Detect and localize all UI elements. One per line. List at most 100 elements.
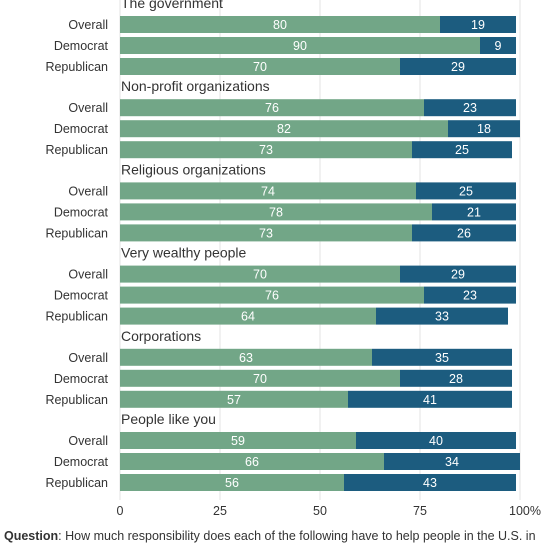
data-label: 29 — [451, 268, 465, 282]
footnote-text: : How much responsibility does each of t… — [58, 529, 536, 543]
data-label: 18 — [477, 122, 491, 136]
bar-segment-1 — [120, 182, 416, 200]
data-label: 25 — [459, 184, 473, 198]
bar-segment-1 — [120, 120, 448, 138]
bar-segment-1 — [120, 203, 432, 221]
bar-segment-1 — [120, 58, 400, 75]
row-label: Republican — [45, 310, 108, 324]
data-label: 82 — [277, 122, 291, 136]
data-label: 73 — [259, 143, 273, 157]
bar-segment-2 — [372, 348, 512, 366]
x-tick-label: 0 — [117, 504, 124, 518]
data-label: 80 — [273, 18, 287, 32]
row-label: Democrat — [54, 455, 109, 469]
bar-segment-2 — [376, 307, 508, 325]
bar-segment-1 — [120, 307, 376, 325]
row-label: Overall — [68, 351, 108, 365]
row-label: Republican — [45, 60, 108, 74]
data-label: 78 — [269, 205, 283, 219]
bar-segment-1 — [120, 453, 384, 470]
data-label: 90 — [293, 39, 307, 53]
data-label: 74 — [261, 184, 275, 198]
bar-segment-1 — [120, 224, 412, 242]
x-tick-label: 100% — [509, 504, 541, 518]
bar-segment-1 — [120, 16, 440, 33]
footnote-label: Question — [4, 529, 59, 543]
data-label: 28 — [449, 372, 463, 386]
bar-segment-1 — [120, 286, 424, 304]
x-tick-label: 25 — [213, 504, 227, 518]
row-label: Republican — [45, 393, 108, 407]
bar-segment-2 — [412, 224, 516, 242]
row-label: Republican — [45, 226, 108, 240]
row-label: Overall — [68, 434, 108, 448]
group-title: Corporations — [121, 328, 201, 344]
data-label: 9 — [495, 39, 502, 53]
row-label: Overall — [68, 18, 108, 32]
row-label: Overall — [68, 268, 108, 282]
bar-segment-1 — [120, 369, 400, 387]
group-title: Very wealthy people — [121, 245, 247, 261]
data-label: 29 — [451, 60, 465, 74]
bar-segment-1 — [120, 265, 400, 283]
data-label: 34 — [445, 455, 459, 469]
group-title: The government — [121, 0, 223, 11]
x-tick-label: 50 — [313, 504, 327, 518]
bar-segment-2 — [348, 390, 512, 408]
bar-segment-2 — [480, 37, 516, 54]
data-label: 59 — [231, 434, 245, 448]
data-label: 33 — [435, 310, 449, 324]
data-label: 57 — [227, 393, 241, 407]
row-label: Overall — [68, 101, 108, 115]
bar-segment-2 — [400, 265, 516, 283]
group-title: People like you — [121, 411, 216, 427]
bar-segment-2 — [440, 16, 516, 33]
row-label: Democrat — [54, 289, 109, 303]
row-label: Democrat — [54, 122, 109, 136]
data-label: 43 — [423, 476, 437, 490]
bar-segment-1 — [120, 474, 344, 491]
footnote: Question: How much responsibility does e… — [4, 528, 544, 544]
row-label: Democrat — [54, 39, 109, 53]
data-label: 19 — [471, 18, 485, 32]
data-label: 76 — [265, 101, 279, 115]
bar-segment-2 — [424, 286, 516, 304]
data-label: 26 — [457, 226, 471, 240]
bar-segment-1 — [120, 432, 356, 449]
data-label: 41 — [423, 393, 437, 407]
bar-segment-1 — [120, 390, 348, 408]
bar-segment-2 — [384, 453, 520, 470]
bar-segment-2 — [400, 58, 516, 75]
bar-segment-2 — [416, 182, 516, 200]
data-label: 23 — [463, 289, 477, 303]
bar-segment-2 — [412, 141, 512, 159]
data-label: 40 — [429, 434, 443, 448]
bar-segment-1 — [120, 99, 424, 117]
data-label: 35 — [435, 351, 449, 365]
row-label: Republican — [45, 476, 108, 490]
bar-segment-1 — [120, 37, 480, 54]
bar-segment-2 — [432, 203, 516, 221]
data-label: 73 — [259, 226, 273, 240]
data-label: 21 — [467, 205, 481, 219]
bar-segment-2 — [424, 99, 516, 117]
data-label: 70 — [253, 60, 267, 74]
data-label: 64 — [241, 310, 255, 324]
row-label: Republican — [45, 143, 108, 157]
x-tick-label: 75 — [413, 504, 427, 518]
data-label: 56 — [225, 476, 239, 490]
bar-segment-2 — [400, 369, 512, 387]
data-label: 23 — [463, 101, 477, 115]
bar-segment-1 — [120, 141, 412, 159]
bar-segment-1 — [120, 348, 372, 366]
data-label: 70 — [253, 268, 267, 282]
row-label: Overall — [68, 184, 108, 198]
row-label: Democrat — [54, 372, 109, 386]
bar-segment-2 — [448, 120, 520, 138]
bar-segment-2 — [344, 474, 516, 491]
data-label: 63 — [239, 351, 253, 365]
group-title: Religious organizations — [121, 161, 266, 177]
row-label: Democrat — [54, 205, 109, 219]
data-label: 76 — [265, 289, 279, 303]
